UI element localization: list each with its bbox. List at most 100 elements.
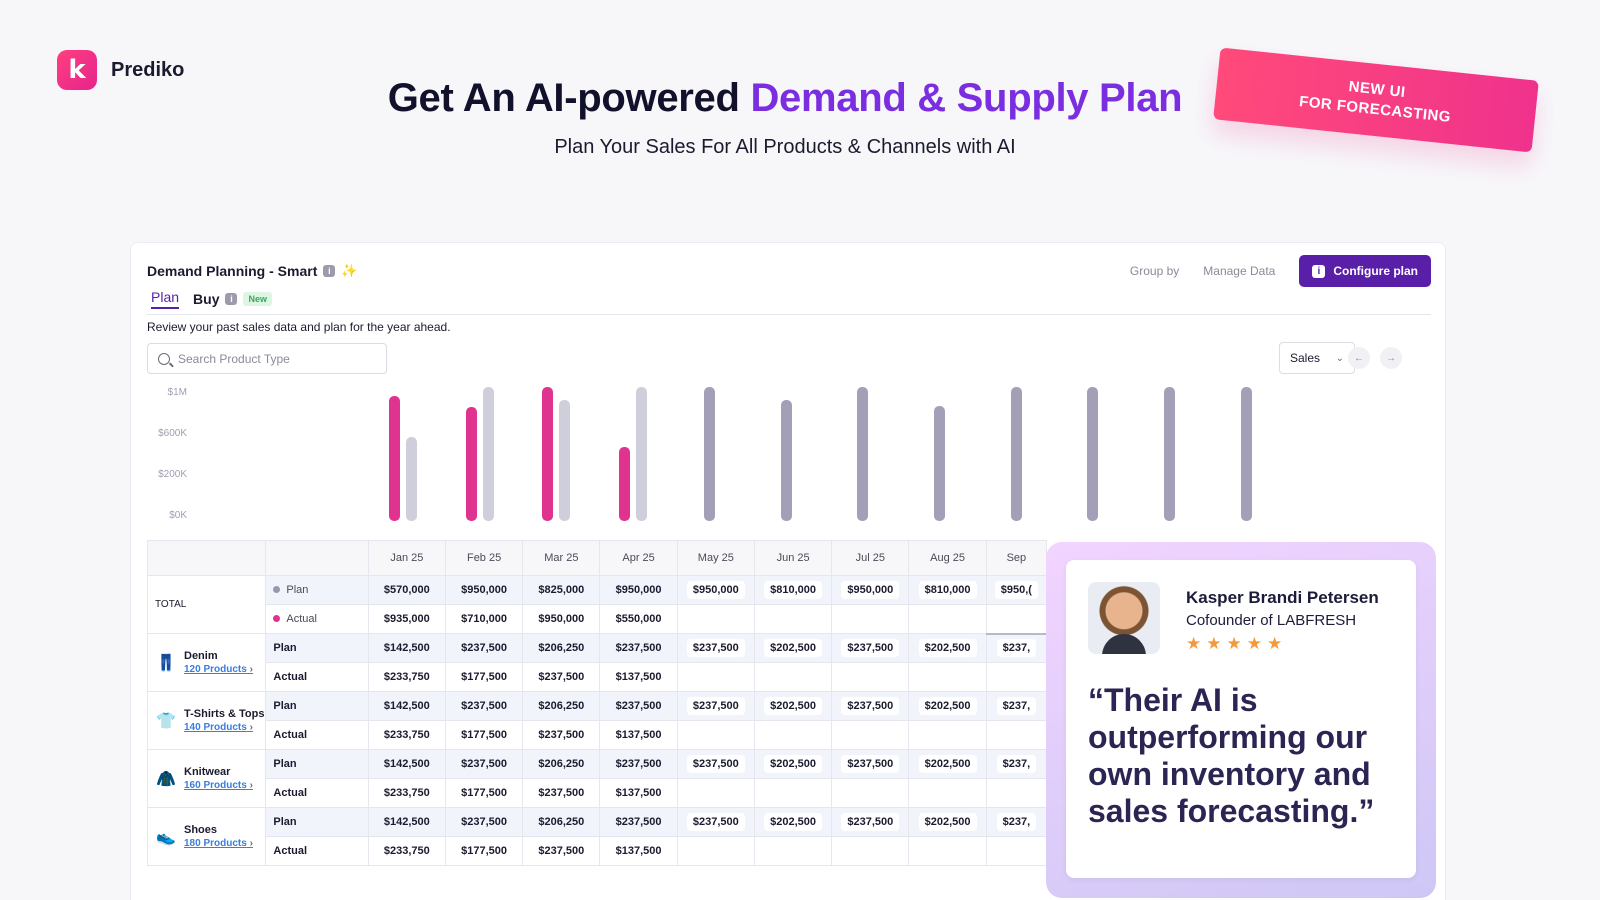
info-icon[interactable]: i <box>323 265 336 277</box>
search-icon <box>158 352 170 365</box>
value-cell <box>908 662 987 692</box>
plan-value[interactable]: $237,500 <box>841 755 900 773</box>
actual-value: $137,500 <box>615 845 662 857</box>
plan-value[interactable]: $237,500 <box>841 639 900 657</box>
y-tick-label: $1M <box>167 387 187 398</box>
plan-value[interactable]: $810,000 <box>764 581 823 599</box>
actual-bar[interactable] <box>389 395 400 521</box>
month-header: Feb 25 <box>444 540 524 576</box>
value-cell <box>676 836 755 866</box>
plan-value[interactable]: $237, <box>996 639 1037 658</box>
plan-bar[interactable] <box>1010 387 1022 521</box>
category-products-count: 120 Products <box>184 664 247 675</box>
search-input[interactable]: Search Product Type <box>147 343 387 374</box>
plan-bar[interactable] <box>1087 387 1099 521</box>
plan-value[interactable]: $237,500 <box>686 813 745 831</box>
row-label-actual: Actual <box>265 836 369 866</box>
plan-value[interactable]: $950,( <box>994 581 1038 599</box>
plan-value[interactable]: $202,500 <box>764 755 823 773</box>
plan-value[interactable]: $950,000 <box>841 581 900 599</box>
category-products-count: 160 Products <box>184 780 247 791</box>
month-header: Jan 25 <box>367 540 446 576</box>
value-cell: $142,500 <box>367 691 446 721</box>
plan-value[interactable]: $202,500 <box>764 697 823 715</box>
plan-bar[interactable] <box>933 405 945 521</box>
configure-plan-label: Configure plan <box>1333 264 1418 278</box>
plan-value[interactable]: $237,500 <box>841 697 900 715</box>
value-cell: $570,000 <box>367 575 446 605</box>
plan-value[interactable]: $202,500 <box>918 813 977 831</box>
value-cell <box>831 604 910 634</box>
actual-bar[interactable] <box>542 387 554 521</box>
value-cell <box>831 836 910 866</box>
group-by-button[interactable]: Group by <box>1129 264 1180 278</box>
actual-value: $550,000 <box>615 613 662 625</box>
panel-description: Review your past sales data and plan for… <box>147 320 451 334</box>
plan-value[interactable]: $237,500 <box>841 813 900 831</box>
plan-value[interactable]: $237,500 <box>686 755 745 773</box>
plan-value[interactable]: $950,000 <box>686 581 745 599</box>
plan-value[interactable]: $202,500 <box>918 697 977 715</box>
value-cell <box>908 720 987 750</box>
value-cell <box>985 662 1048 692</box>
new-badge: New <box>243 292 272 306</box>
table-header-row: Jan 25 Feb 25 Mar 25 Apr 25 May 25 Jun 2… <box>146 540 1048 576</box>
value-cell <box>753 720 833 750</box>
plan-value[interactable]: $202,500 <box>918 755 977 773</box>
plan-bar[interactable] <box>559 400 571 521</box>
tab-plan[interactable]: Plan <box>151 289 180 309</box>
category-products-link[interactable]: 140 Products › <box>184 722 264 733</box>
plan-value: $950,000 <box>615 584 662 596</box>
value-cell: $950,000 <box>522 604 601 634</box>
plan-value[interactable]: $237, <box>996 697 1037 715</box>
plan-value[interactable]: $237, <box>996 755 1037 773</box>
plan-value: $237,500 <box>461 816 508 828</box>
plan-bar[interactable] <box>780 400 792 521</box>
month-header: Aug 25 <box>908 540 987 576</box>
metric-select[interactable]: Sales ⌄ <box>1279 342 1355 374</box>
table-row: Actual $233,750 $177,500 $237,500 $137,500 <box>148 836 1048 866</box>
plan-value: $570,000 <box>383 584 430 596</box>
plan-value[interactable]: $202,500 <box>764 639 823 657</box>
plan-value[interactable]: $202,500 <box>764 813 823 831</box>
plan-value[interactable]: $237, <box>996 813 1037 831</box>
value-cell: $950,( <box>985 575 1048 605</box>
actual-bar[interactable] <box>465 407 477 521</box>
actual-bar[interactable] <box>619 447 631 521</box>
manage-data-button[interactable]: Manage Data <box>1203 264 1276 278</box>
month-header: Sep <box>985 540 1048 576</box>
category-text: Denim 120 Products › <box>184 650 253 675</box>
value-cell <box>676 778 755 808</box>
category-products-link[interactable]: 120 Products › <box>184 664 253 675</box>
actual-value: $233,750 <box>383 845 430 857</box>
plan-value[interactable]: $237,500 <box>686 639 745 657</box>
category-cell: 👕 T-Shirts & Tops 140 Products › <box>146 691 267 750</box>
value-cell: $233,750 <box>367 720 446 750</box>
testimonial-card-frame: Kasper Brandi Petersen Cofounder of LABF… <box>1046 542 1436 898</box>
plan-value[interactable]: $237,500 <box>686 697 745 715</box>
category-name: Shoes <box>184 824 218 836</box>
tab-buy[interactable]: Buy i New <box>193 291 272 307</box>
value-cell: $233,750 <box>367 662 446 692</box>
plan-value[interactable]: $202,500 <box>918 639 977 657</box>
configure-plan-button[interactable]: i Configure plan <box>1299 255 1431 287</box>
plan-value: $950,000 <box>461 584 508 596</box>
plan-bar[interactable] <box>1240 387 1252 521</box>
plan-bar[interactable] <box>636 387 648 521</box>
next-arrow-button[interactable]: → <box>1380 347 1402 369</box>
plan-bar[interactable] <box>482 387 494 521</box>
plan-value: $142,500 <box>383 816 430 828</box>
plan-bar[interactable] <box>406 436 417 521</box>
brand-logo[interactable]: k Prediko <box>57 50 184 90</box>
value-cell: $237,500 <box>831 807 910 837</box>
category-products-link[interactable]: 180 Products › <box>184 838 253 849</box>
category-products-link[interactable]: 160 Products › <box>184 780 253 791</box>
plan-bar[interactable] <box>703 387 715 521</box>
category-text: Knitwear 160 Products › <box>184 766 253 791</box>
prev-arrow-button[interactable]: ← <box>1348 347 1370 369</box>
category-info: 👖 Denim 120 Products › <box>156 650 265 675</box>
plan-bar[interactable] <box>1164 387 1175 521</box>
value-cell <box>985 604 1048 635</box>
plan-value[interactable]: $810,000 <box>918 581 977 599</box>
plan-bar[interactable] <box>857 387 869 521</box>
